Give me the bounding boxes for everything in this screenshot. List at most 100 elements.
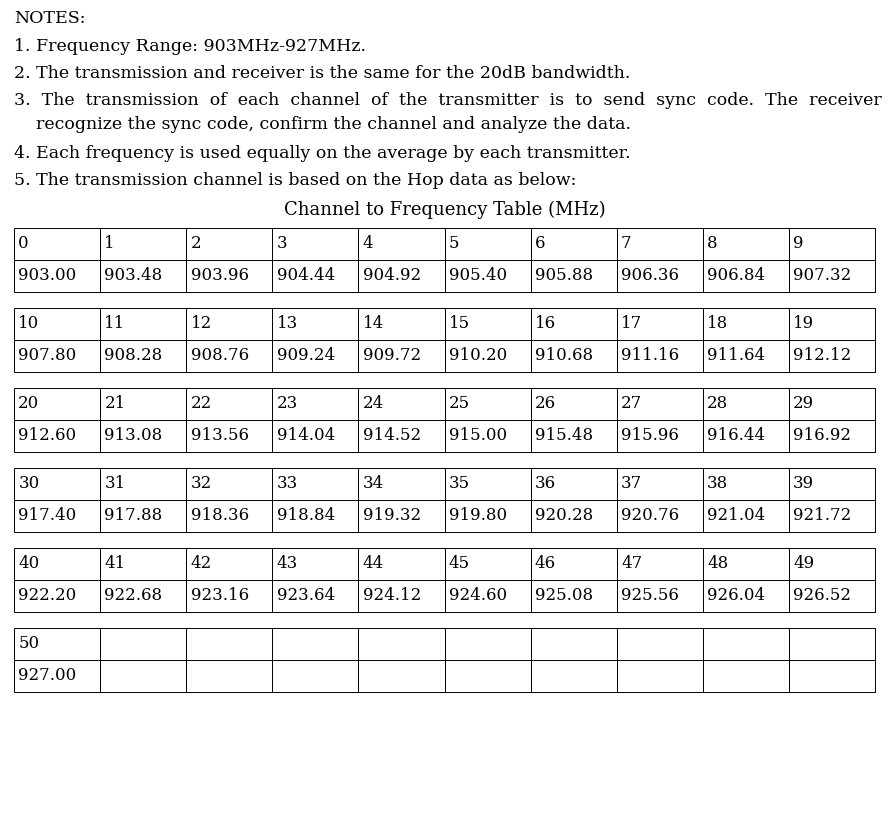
Bar	[531, 548, 617, 580]
Text: 47: 47	[621, 556, 642, 572]
Text: 921.04: 921.04	[707, 507, 765, 524]
Bar	[272, 388, 358, 420]
Text: 911.64: 911.64	[707, 348, 765, 364]
Text: 908.28: 908.28	[104, 348, 163, 364]
Bar	[617, 420, 703, 452]
Bar	[789, 468, 875, 500]
Bar	[272, 548, 358, 580]
Bar	[14, 660, 100, 692]
Bar	[358, 340, 444, 372]
Bar	[186, 308, 272, 340]
Text: 927.00: 927.00	[19, 667, 76, 685]
Text: 44: 44	[363, 556, 384, 572]
Bar	[789, 660, 875, 692]
Bar	[617, 660, 703, 692]
Bar	[531, 660, 617, 692]
Bar	[531, 500, 617, 532]
Text: 921.72: 921.72	[793, 507, 852, 524]
Text: 16: 16	[535, 316, 556, 333]
Text: 911.16: 911.16	[621, 348, 679, 364]
Bar	[14, 308, 100, 340]
Text: 913.56: 913.56	[190, 427, 249, 445]
Bar	[14, 228, 100, 260]
Text: 915.00: 915.00	[449, 427, 507, 445]
Text: 916.92: 916.92	[793, 427, 851, 445]
Text: 904.44: 904.44	[276, 267, 335, 284]
Text: recognize the sync code, confirm the channel and analyze the data.: recognize the sync code, confirm the cha…	[14, 116, 631, 133]
Text: 9: 9	[793, 235, 804, 252]
Text: 30: 30	[19, 475, 39, 492]
Bar	[14, 420, 100, 452]
Bar	[444, 468, 531, 500]
Bar	[358, 388, 444, 420]
Text: 23: 23	[276, 395, 298, 413]
Text: 28: 28	[707, 395, 728, 413]
Bar	[186, 660, 272, 692]
Text: 26: 26	[535, 395, 556, 413]
Text: 922.20: 922.20	[19, 588, 76, 604]
Bar	[444, 340, 531, 372]
Bar	[358, 628, 444, 660]
Bar	[100, 308, 186, 340]
Bar	[789, 308, 875, 340]
Bar	[272, 500, 358, 532]
Text: 903.48: 903.48	[104, 267, 163, 284]
Text: 32: 32	[190, 475, 212, 492]
Bar	[358, 420, 444, 452]
Text: 905.88: 905.88	[535, 267, 593, 284]
Bar	[444, 660, 531, 692]
Text: 36: 36	[535, 475, 556, 492]
Bar	[703, 260, 789, 292]
Text: 21: 21	[104, 395, 125, 413]
Bar	[789, 580, 875, 612]
Bar	[531, 580, 617, 612]
Text: 22: 22	[190, 395, 212, 413]
Text: 908.76: 908.76	[190, 348, 249, 364]
Bar	[100, 420, 186, 452]
Text: 922.68: 922.68	[104, 588, 163, 604]
Text: 920.28: 920.28	[535, 507, 593, 524]
Bar	[531, 388, 617, 420]
Text: 38: 38	[707, 475, 728, 492]
Text: 1: 1	[104, 235, 115, 252]
Text: 5. The transmission channel is based on the Hop data as below:: 5. The transmission channel is based on …	[14, 172, 576, 189]
Bar	[789, 260, 875, 292]
Bar	[789, 228, 875, 260]
Text: 905.40: 905.40	[449, 267, 507, 284]
Bar	[272, 260, 358, 292]
Bar	[703, 420, 789, 452]
Bar	[100, 500, 186, 532]
Bar	[186, 548, 272, 580]
Text: 924.12: 924.12	[363, 588, 421, 604]
Text: 912.60: 912.60	[19, 427, 76, 445]
Text: 4. Each frequency is used equally on the average by each transmitter.: 4. Each frequency is used equally on the…	[14, 145, 630, 162]
Text: 912.12: 912.12	[793, 348, 852, 364]
Text: 20: 20	[19, 395, 39, 413]
Text: 925.56: 925.56	[621, 588, 679, 604]
Bar	[444, 228, 531, 260]
Text: 50: 50	[19, 635, 39, 653]
Text: 13: 13	[276, 316, 298, 333]
Bar	[703, 628, 789, 660]
Bar	[358, 580, 444, 612]
Bar	[444, 580, 531, 612]
Text: 907.80: 907.80	[19, 348, 76, 364]
Bar	[703, 468, 789, 500]
Bar	[703, 548, 789, 580]
Bar	[186, 500, 272, 532]
Bar	[444, 308, 531, 340]
Bar	[358, 228, 444, 260]
Bar	[14, 340, 100, 372]
Bar	[100, 228, 186, 260]
Text: 906.36: 906.36	[621, 267, 679, 284]
Text: 919.32: 919.32	[363, 507, 420, 524]
Text: 18: 18	[707, 316, 728, 333]
Bar	[617, 228, 703, 260]
Bar	[531, 468, 617, 500]
Text: 31: 31	[104, 475, 125, 492]
Bar	[186, 260, 272, 292]
Text: 909.24: 909.24	[276, 348, 335, 364]
Text: 904.92: 904.92	[363, 267, 420, 284]
Bar	[703, 580, 789, 612]
Text: 17: 17	[621, 316, 642, 333]
